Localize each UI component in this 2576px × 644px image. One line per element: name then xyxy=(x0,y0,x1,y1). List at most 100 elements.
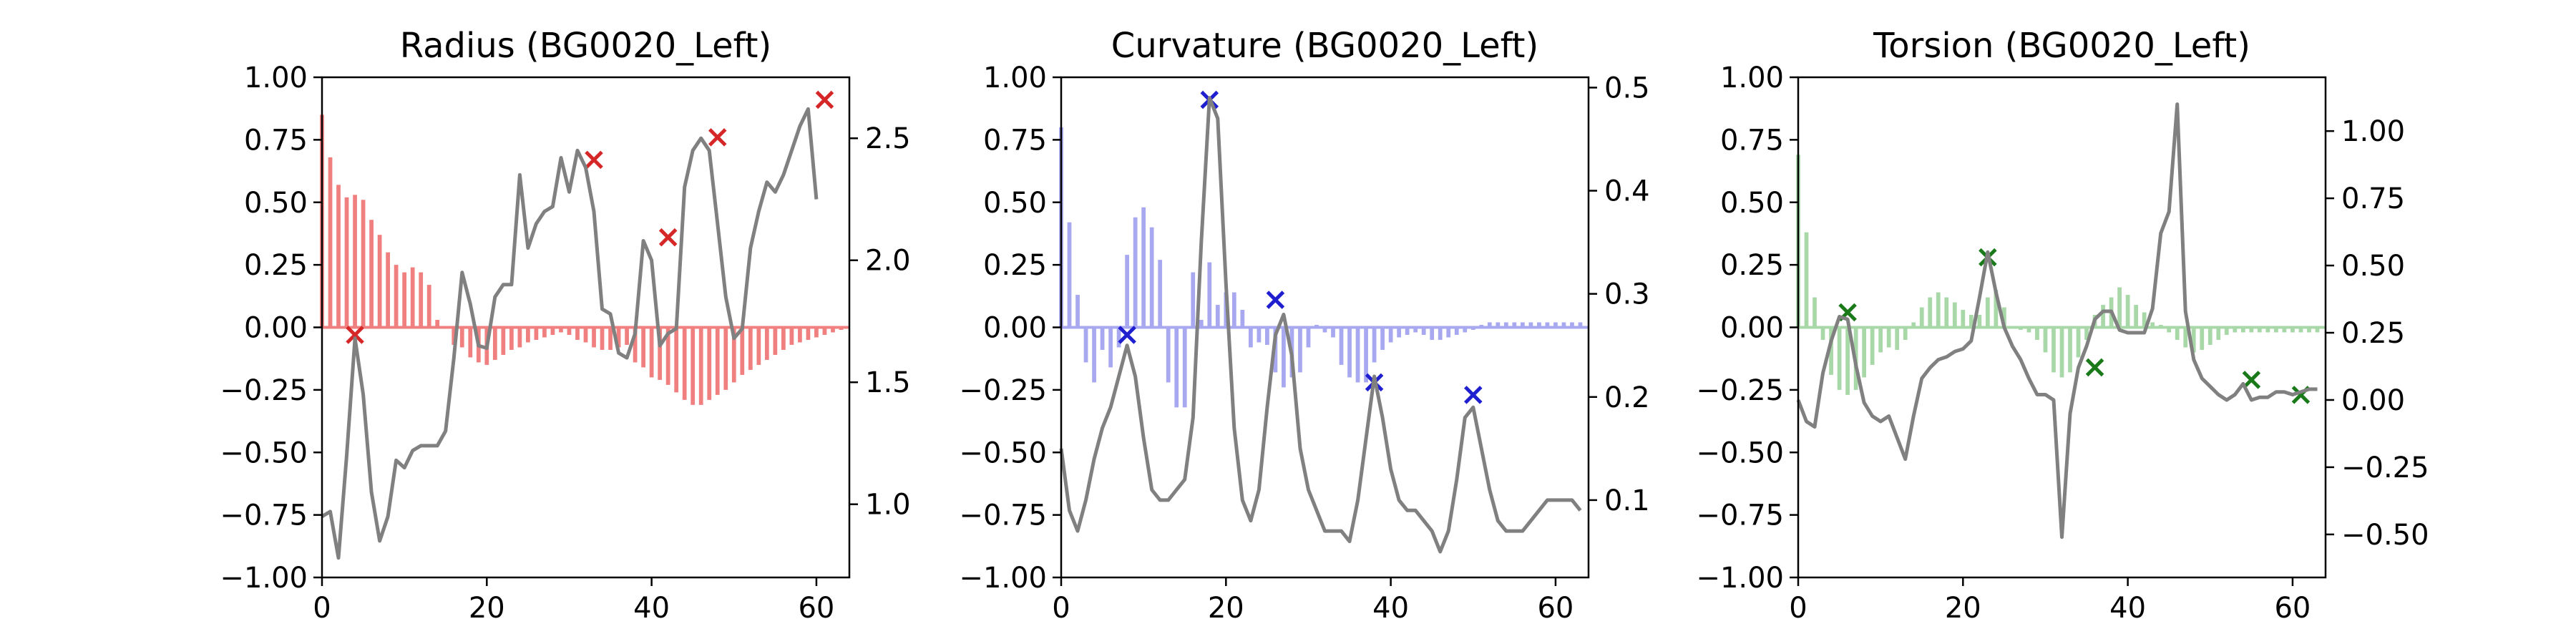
bar xyxy=(1911,322,1916,328)
bar xyxy=(361,200,366,328)
bar xyxy=(641,327,645,368)
y-tick-label: −0.25 xyxy=(959,374,1047,407)
y-tick-label: 0.25 xyxy=(983,249,1047,282)
x-tick-label: 60 xyxy=(1537,592,1574,625)
peak-marker xyxy=(1266,291,1285,309)
bar xyxy=(1487,322,1492,328)
bar xyxy=(1961,310,1966,328)
bar xyxy=(616,327,621,348)
bar xyxy=(1298,327,1302,373)
bar xyxy=(1968,315,1974,328)
x-tick-label: 40 xyxy=(2109,592,2146,625)
bar xyxy=(1182,327,1187,408)
y2-tick-label: 0.50 xyxy=(2341,250,2405,283)
chart-panel-3: Torsion (BG0020_Left) 1.00 0.75 0.50 0.25 0.0… xyxy=(1696,26,2429,625)
bar xyxy=(1133,217,1138,328)
bar xyxy=(410,267,415,328)
y2-tick-label: −0.25 xyxy=(2341,452,2429,484)
peak-marker xyxy=(1118,326,1136,344)
bar xyxy=(1870,327,1875,365)
y-tick-label: 0.25 xyxy=(244,249,308,282)
y-tick-label: 0.75 xyxy=(244,124,308,157)
y-tick-label: 0.75 xyxy=(983,124,1047,157)
y2-tick-label: 0.3 xyxy=(1604,278,1650,311)
bar xyxy=(492,327,497,360)
bar xyxy=(394,265,399,328)
bar xyxy=(1553,322,1558,328)
y2-tick-label: 2.5 xyxy=(865,122,911,155)
x-tick-label: 20 xyxy=(469,592,505,625)
y-tick-label: 0.50 xyxy=(244,187,308,220)
bar xyxy=(1804,232,1809,328)
bar xyxy=(1282,327,1286,388)
y-tick-label: 0.50 xyxy=(1720,187,1784,220)
bar xyxy=(2026,327,2031,333)
x-tick-label: 0 xyxy=(1052,592,1070,625)
y-tick-label: −0.50 xyxy=(959,436,1047,469)
bar xyxy=(501,327,506,355)
bar xyxy=(452,327,457,345)
bar xyxy=(764,327,769,360)
bar xyxy=(2200,327,2205,350)
bar xyxy=(1837,327,1842,390)
x-tick-label: 60 xyxy=(798,592,834,625)
series-line xyxy=(321,107,819,560)
bar xyxy=(2282,327,2287,333)
y-tick-label: 0.00 xyxy=(244,312,308,345)
bar xyxy=(1820,327,1825,340)
bar xyxy=(1331,327,1335,338)
bar xyxy=(789,327,794,345)
bar xyxy=(625,327,629,345)
y-tick-label: −1.00 xyxy=(1696,562,1784,595)
x-tick-label: 0 xyxy=(1789,592,1807,625)
peak-marker xyxy=(2085,358,2104,377)
chart-panel-1: Radius (BG0020_Left) 1.00 0.75 0.50 0.25 0.00… xyxy=(220,26,910,625)
bar xyxy=(1199,320,1204,328)
bar xyxy=(1306,327,1311,348)
peak-marker xyxy=(1464,386,1483,404)
bar xyxy=(567,327,572,335)
bar xyxy=(1895,327,1900,350)
bar xyxy=(386,252,391,328)
bar xyxy=(1537,322,1541,328)
bar xyxy=(2216,327,2221,340)
bar xyxy=(748,327,753,370)
y2-tick-label: 2.0 xyxy=(865,245,911,278)
bar xyxy=(344,197,349,328)
bar xyxy=(2084,327,2089,340)
bar xyxy=(1829,327,1833,375)
y-tick-label: −0.75 xyxy=(959,499,1047,532)
bar xyxy=(831,327,835,333)
y2-tick-label: 0.75 xyxy=(2341,182,2405,215)
bar xyxy=(459,327,464,348)
bar xyxy=(822,327,827,335)
y2-tick-label: 0.25 xyxy=(2341,317,2405,350)
peak-marker xyxy=(708,128,727,147)
chart-title: Radius (BG0020_Left) xyxy=(400,26,771,66)
x-tick-label: 0 xyxy=(313,592,331,625)
peak-marker xyxy=(658,228,678,247)
bar xyxy=(2183,327,2188,348)
bar xyxy=(698,327,703,405)
bar xyxy=(682,327,687,400)
bar xyxy=(1430,327,1435,340)
bar xyxy=(1463,327,1468,333)
bar xyxy=(674,327,679,393)
bar xyxy=(1496,322,1501,328)
bar xyxy=(2043,327,2048,353)
bar xyxy=(2274,327,2278,333)
peak-marker xyxy=(346,326,364,344)
y-tick-label: 1.00 xyxy=(244,62,308,94)
bar xyxy=(2315,327,2320,333)
bar xyxy=(1215,305,1220,328)
y-tick-label: 0.75 xyxy=(1720,124,1784,157)
bar xyxy=(1928,297,1933,328)
bar xyxy=(691,327,696,405)
series-line xyxy=(1796,102,2318,540)
y-tick-label: 0.25 xyxy=(1720,249,1784,282)
bar xyxy=(814,327,819,338)
bar xyxy=(1578,322,1583,328)
bar xyxy=(1083,327,1088,363)
bar xyxy=(707,327,712,400)
